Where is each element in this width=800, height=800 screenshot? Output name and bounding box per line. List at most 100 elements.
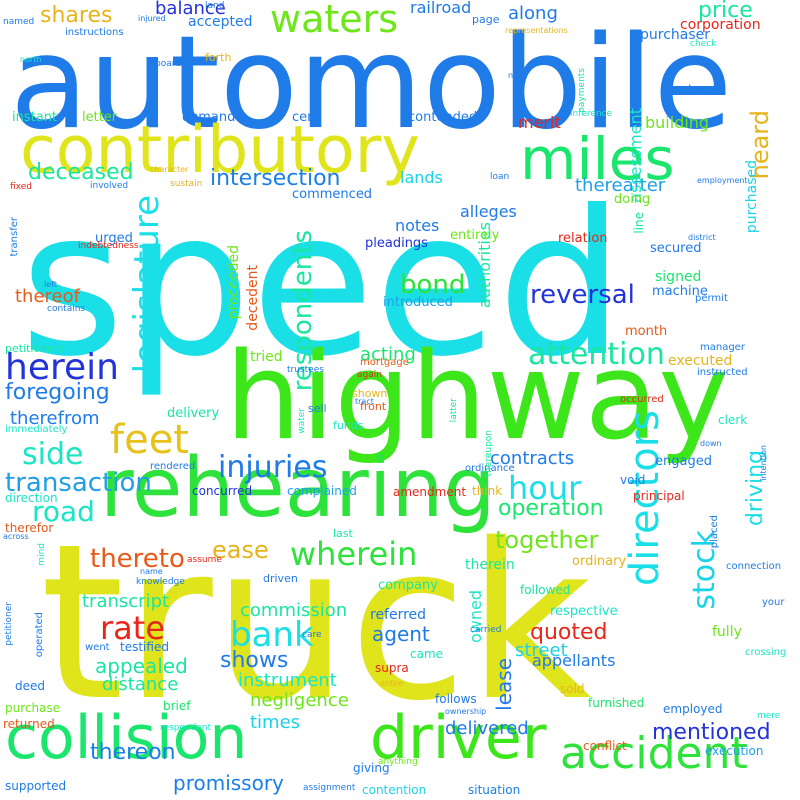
word-front: front bbox=[360, 400, 387, 413]
word-operated: operated bbox=[34, 612, 45, 658]
word-thereupon: thereupon bbox=[484, 430, 494, 477]
word-signed: signed bbox=[655, 269, 702, 285]
word-forth: forth bbox=[205, 51, 232, 64]
word-merit: merit bbox=[518, 113, 561, 132]
word-contracts: contracts bbox=[490, 448, 575, 469]
word-decedent: decedent bbox=[245, 265, 261, 331]
word-reversal: reversal bbox=[530, 280, 635, 310]
word-returned: returned bbox=[3, 717, 55, 731]
word-sold: sold bbox=[560, 682, 585, 696]
word-assessment: assessment bbox=[626, 108, 645, 203]
word-instructions: instructions bbox=[65, 27, 124, 38]
word-deed: deed bbox=[15, 679, 45, 693]
word-contended: contended bbox=[408, 110, 478, 125]
word-feet: feet bbox=[110, 417, 189, 463]
word-occurred: occurred bbox=[620, 394, 664, 405]
word-proceeded: proceeded bbox=[226, 245, 242, 320]
word-instant: instant bbox=[12, 110, 58, 125]
word-miles: miles bbox=[520, 125, 675, 193]
word-think: think bbox=[472, 484, 503, 498]
word-commenced: commenced bbox=[292, 187, 373, 202]
word-again: again bbox=[357, 370, 382, 380]
word-shows: shows bbox=[220, 648, 289, 673]
word-transaction: transaction bbox=[5, 468, 152, 498]
word-rehearing: rehearing bbox=[100, 441, 496, 536]
word-note: note bbox=[508, 71, 527, 80]
word-automobile: automobile bbox=[10, 9, 733, 158]
word-assume: assume bbox=[187, 555, 222, 565]
word-contributory: contributory bbox=[20, 113, 420, 188]
word-waters: waters bbox=[270, 0, 399, 41]
word-came: came bbox=[410, 647, 444, 661]
word-mere: mere bbox=[757, 711, 781, 721]
word-supported: supported bbox=[5, 779, 67, 793]
word-representations: representations bbox=[505, 26, 568, 35]
word-mentioned: mentioned bbox=[652, 720, 771, 745]
word-doing: doing bbox=[614, 192, 651, 207]
word-involved: involved bbox=[90, 181, 129, 191]
word-appellants: appellants bbox=[532, 651, 616, 670]
word-execution: execution bbox=[705, 744, 764, 758]
word-rendered: rendered bbox=[150, 461, 196, 472]
word-district: district bbox=[688, 233, 716, 242]
word-attention: attention bbox=[528, 337, 665, 372]
word-referred: referred bbox=[370, 607, 427, 623]
word-herein: herein bbox=[5, 347, 119, 388]
word-situation: situation bbox=[468, 783, 521, 797]
word-board: board bbox=[155, 59, 181, 69]
word-corporation: corporation bbox=[680, 17, 761, 33]
word-transcript: transcript bbox=[82, 591, 170, 612]
word-railroad: railroad bbox=[410, 0, 472, 17]
word-named: named bbox=[3, 17, 35, 27]
word-ordinary: ordinary bbox=[572, 554, 627, 569]
word-clerk: clerk bbox=[718, 413, 748, 427]
word-amendment: amendment bbox=[393, 485, 467, 499]
word-sell: sell bbox=[308, 402, 327, 415]
word-relation: relation bbox=[558, 231, 608, 246]
word-immediately: immediately bbox=[5, 424, 68, 435]
word-conflict: conflict bbox=[583, 739, 627, 753]
word-contention: contention bbox=[362, 783, 427, 797]
word-legislature: legislature bbox=[127, 195, 167, 374]
word-entirely: entirely bbox=[450, 228, 500, 243]
word-water: water bbox=[297, 408, 307, 434]
word-acting: acting bbox=[360, 344, 416, 365]
word-therein: therein bbox=[465, 557, 515, 573]
word-ease: ease bbox=[212, 536, 269, 564]
word-lands: lands bbox=[400, 168, 443, 187]
word-together: together bbox=[495, 526, 599, 554]
word-accident: accident bbox=[560, 728, 748, 779]
word-fully: fully bbox=[712, 624, 742, 640]
word-street: street bbox=[515, 640, 568, 661]
word-therefrom: therefrom bbox=[10, 408, 100, 429]
word-respective: respective bbox=[550, 604, 618, 619]
word-agent: agent bbox=[372, 622, 430, 646]
word-therefor: therefor bbox=[5, 521, 54, 535]
word-cent: cent bbox=[292, 110, 321, 125]
word-instructed: instructed bbox=[697, 367, 748, 378]
word-loan: loan bbox=[490, 172, 510, 182]
word-negligence: negligence bbox=[250, 690, 349, 711]
word-bond: bond bbox=[400, 270, 466, 300]
word-thereafter: thereafter bbox=[575, 175, 666, 196]
word-name: name bbox=[140, 567, 163, 576]
word-knowledge: knowledge bbox=[136, 577, 185, 587]
word-purchase: purchase bbox=[5, 701, 61, 715]
word-road: road bbox=[32, 495, 95, 528]
word-sustain: sustain bbox=[170, 179, 203, 189]
word-intersection: intersection bbox=[210, 166, 341, 191]
word-urged: urged bbox=[95, 231, 133, 246]
word-operation: operation bbox=[498, 496, 604, 521]
word-permit: permit bbox=[695, 293, 728, 304]
word-followed: followed bbox=[520, 583, 571, 597]
word-engaged: engaged bbox=[655, 454, 712, 469]
word-concurred: concurred bbox=[192, 484, 253, 498]
word-wherein: wherein bbox=[290, 535, 418, 573]
word-mortgage: mortgage bbox=[360, 357, 409, 368]
word-tract: tract bbox=[355, 397, 374, 406]
word-highway: highway bbox=[225, 328, 730, 467]
word-went: went bbox=[85, 642, 110, 653]
word-petitioners: petitioners bbox=[5, 342, 65, 355]
word-notes: notes bbox=[395, 216, 440, 235]
